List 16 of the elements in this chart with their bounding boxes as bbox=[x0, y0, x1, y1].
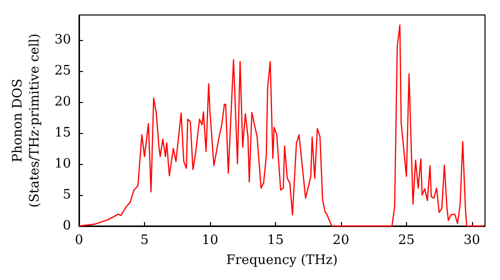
x-tick-label: 25 bbox=[398, 233, 415, 248]
y-tick-label: 30 bbox=[54, 32, 71, 48]
y-tick-label: 15 bbox=[54, 125, 71, 140]
y-tick-label: 5 bbox=[62, 187, 71, 202]
x-tick-label: 0 bbox=[74, 233, 84, 248]
y-tick-label: 25 bbox=[54, 63, 71, 78]
x-tick-label: 5 bbox=[140, 233, 149, 248]
x-tick-label: 15 bbox=[267, 233, 284, 248]
y-tick-label: 10 bbox=[54, 156, 71, 172]
y-axis-title: Phonon DOS (States/THz·primitive cell) bbox=[10, 33, 43, 208]
x-tick-label: 10 bbox=[202, 233, 218, 248]
y-tick-label: 20 bbox=[54, 94, 71, 110]
x-tick-label: 30 bbox=[464, 233, 480, 248]
y-tick-label: 0 bbox=[62, 218, 71, 234]
x-tick-label: 20 bbox=[332, 233, 350, 248]
x-axis-title: Frequency (THz) bbox=[226, 252, 338, 268]
